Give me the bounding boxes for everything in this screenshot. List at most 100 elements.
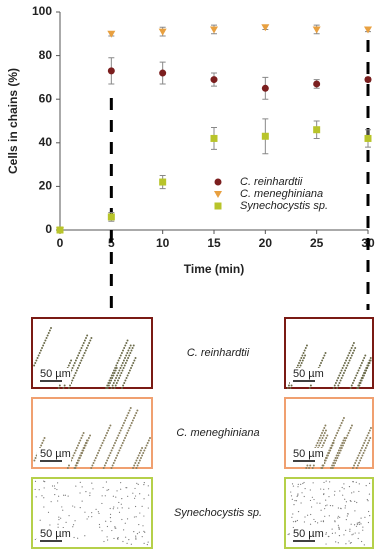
cell xyxy=(336,432,339,434)
cell xyxy=(125,342,128,344)
cell xyxy=(85,439,88,442)
cell xyxy=(135,537,137,539)
cell xyxy=(369,437,372,439)
cell xyxy=(86,518,88,520)
cell xyxy=(345,367,348,369)
cell xyxy=(320,520,322,522)
cell xyxy=(357,384,360,387)
cell xyxy=(84,535,86,537)
cell xyxy=(360,447,363,449)
cell xyxy=(143,484,145,486)
cell xyxy=(135,412,138,414)
cell xyxy=(309,489,311,491)
cell xyxy=(46,334,49,337)
cell xyxy=(340,447,343,449)
cell xyxy=(127,495,129,497)
cell xyxy=(321,437,324,439)
cell xyxy=(138,452,141,454)
x-tick-label: 20 xyxy=(259,236,273,250)
cell xyxy=(319,502,321,504)
cell xyxy=(345,437,348,439)
cell xyxy=(117,537,119,539)
cell xyxy=(71,367,74,369)
cell xyxy=(309,384,312,387)
cell xyxy=(133,464,136,467)
cell xyxy=(41,495,43,497)
cell xyxy=(147,541,149,543)
cell xyxy=(303,495,305,498)
cell xyxy=(91,482,93,484)
cell xyxy=(326,504,328,506)
cell xyxy=(323,354,326,357)
cell xyxy=(79,492,81,494)
cell xyxy=(114,384,117,387)
cell xyxy=(116,437,119,439)
cell xyxy=(107,429,110,432)
cell xyxy=(327,488,330,490)
cell xyxy=(351,344,354,347)
cell xyxy=(127,349,130,352)
cell xyxy=(366,364,369,367)
cell xyxy=(60,517,62,519)
cell xyxy=(126,518,129,520)
cell xyxy=(63,494,65,496)
cell xyxy=(349,528,351,530)
cell xyxy=(348,359,351,362)
cell xyxy=(302,352,305,354)
cell xyxy=(35,359,38,362)
cell xyxy=(83,444,86,447)
cell xyxy=(312,482,314,484)
cell xyxy=(76,459,79,462)
cell xyxy=(101,530,103,532)
cell xyxy=(344,369,347,372)
cell xyxy=(337,524,339,526)
cell xyxy=(112,508,114,510)
cell xyxy=(79,349,82,352)
cell xyxy=(128,409,131,412)
cell xyxy=(368,439,371,442)
cell xyxy=(333,459,336,462)
cell xyxy=(131,419,134,422)
cell xyxy=(111,384,114,387)
cell xyxy=(323,459,326,462)
cell xyxy=(349,357,352,359)
cell xyxy=(344,439,347,442)
cell xyxy=(122,439,125,442)
cell xyxy=(322,434,325,437)
cell xyxy=(41,442,44,444)
y-tick-label: 40 xyxy=(39,135,53,149)
cell xyxy=(341,419,344,422)
cell xyxy=(321,444,324,447)
cell xyxy=(347,432,350,434)
cell xyxy=(82,354,85,357)
cell xyxy=(121,369,124,372)
cell xyxy=(323,481,325,484)
cell xyxy=(340,369,343,372)
cell xyxy=(352,481,354,483)
cell xyxy=(125,359,128,362)
cell xyxy=(118,432,121,434)
cell xyxy=(121,362,124,364)
cell xyxy=(73,467,76,469)
cell xyxy=(345,359,348,362)
cell xyxy=(323,427,326,429)
cell xyxy=(115,496,117,498)
cell xyxy=(356,501,358,504)
cell xyxy=(80,359,83,362)
cell xyxy=(147,485,149,487)
cell xyxy=(368,482,371,484)
legend-label: C. meneghiniana xyxy=(240,188,323,200)
cell xyxy=(143,515,145,517)
cell xyxy=(356,387,359,389)
cell xyxy=(346,515,348,517)
cell xyxy=(87,344,90,347)
cell xyxy=(106,387,109,389)
cell xyxy=(365,437,368,439)
cell xyxy=(341,444,344,447)
cell xyxy=(120,482,122,484)
cell xyxy=(325,499,327,501)
cell xyxy=(345,543,347,545)
cell xyxy=(287,384,290,387)
cell xyxy=(141,454,144,457)
cell xyxy=(92,462,95,464)
